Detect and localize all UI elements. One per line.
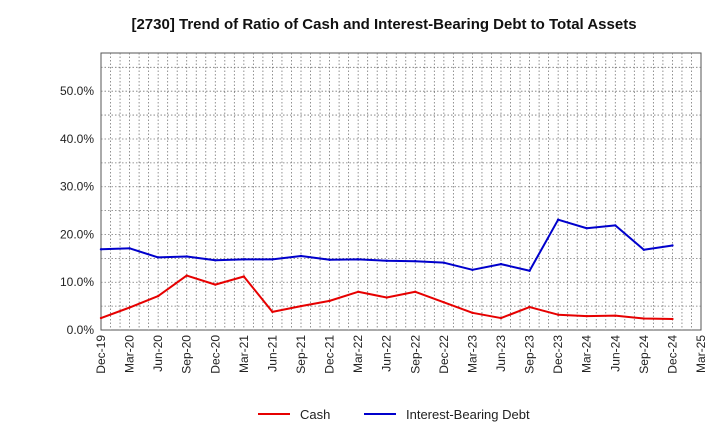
data-point-interest-bearing-debt — [642, 248, 646, 251]
x-tick-label: Jun-24 — [608, 335, 622, 372]
x-tick-label: Mar-25 — [694, 335, 708, 373]
x-tick-label: Sep-24 — [637, 335, 651, 374]
x-tick-label: Dec-21 — [323, 335, 337, 374]
chart-title: [2730] Trend of Ratio of Cash and Intere… — [131, 16, 636, 33]
data-point-cash — [528, 305, 531, 309]
data-point-interest-bearing-debt — [385, 259, 388, 262]
data-point-interest-bearing-debt — [528, 269, 531, 272]
legend-label-cash: Cash — [300, 407, 330, 422]
data-point-interest-bearing-debt — [471, 268, 474, 272]
data-point-interest-bearing-debt — [614, 224, 617, 227]
data-point-cash — [585, 314, 588, 318]
x-tick-label: Dec-20 — [208, 335, 222, 374]
data-point-interest-bearing-debt — [328, 258, 331, 261]
data-point-cash — [242, 275, 246, 278]
x-tick-label: Mar-21 — [237, 335, 251, 373]
y-tick-label: 0.0% — [67, 323, 95, 337]
data-point-cash — [328, 299, 331, 303]
data-point-interest-bearing-debt — [556, 218, 560, 221]
data-point-cash — [499, 316, 503, 320]
y-tick-label: 30.0% — [60, 180, 94, 194]
data-point-interest-bearing-debt — [128, 247, 131, 250]
data-point-cash — [414, 290, 417, 293]
x-tick-label: Mar-23 — [465, 335, 479, 373]
data-point-cash — [214, 283, 217, 286]
data-point-cash — [614, 314, 617, 317]
data-point-interest-bearing-debt — [499, 262, 503, 266]
data-point-interest-bearing-debt — [671, 244, 674, 247]
data-point-cash — [385, 296, 388, 299]
x-tick-label: Sep-23 — [523, 335, 537, 374]
data-point-interest-bearing-debt — [185, 255, 188, 258]
x-tick-label: Mar-22 — [351, 335, 365, 373]
y-tick-label: 20.0% — [60, 227, 94, 241]
x-tick-label: Sep-21 — [294, 335, 308, 374]
x-tick-label: Dec-24 — [665, 335, 679, 374]
x-tick-label: Dec-23 — [551, 335, 565, 374]
data-point-interest-bearing-debt — [242, 258, 246, 261]
legend: Cash Interest-Bearing Debt — [258, 407, 530, 422]
data-point-interest-bearing-debt — [271, 258, 274, 261]
data-point-cash — [99, 316, 103, 320]
plot-area — [100, 52, 702, 331]
data-point-cash — [299, 304, 303, 308]
data-point-cash — [128, 306, 131, 309]
data-point-interest-bearing-debt — [214, 259, 217, 262]
data-point-cash — [185, 274, 188, 277]
x-tick-label: Jun-23 — [494, 335, 508, 372]
data-point-cash — [642, 317, 646, 320]
x-tick-label: Dec-19 — [94, 335, 108, 374]
gridlines — [101, 53, 701, 330]
data-point-interest-bearing-debt — [99, 248, 103, 251]
x-tick-label: Jun-21 — [265, 335, 279, 372]
data-point-cash — [671, 317, 674, 321]
data-point-cash — [356, 290, 360, 293]
x-tick-label: Sep-20 — [180, 335, 194, 374]
data-point-interest-bearing-debt — [299, 254, 303, 258]
data-point-cash — [271, 310, 274, 314]
data-point-cash — [156, 294, 160, 298]
data-point-cash — [556, 313, 560, 316]
y-tick-label: 50.0% — [60, 84, 94, 98]
data-point-cash — [471, 311, 474, 315]
series-layer — [99, 218, 674, 321]
data-point-interest-bearing-debt — [585, 227, 588, 230]
data-point-interest-bearing-debt — [356, 258, 360, 261]
x-tick-label: Mar-24 — [580, 335, 594, 373]
data-point-interest-bearing-debt — [442, 261, 446, 264]
y-tick-label: 40.0% — [60, 132, 94, 146]
y-axis-tick-labels: 0.0% 10.0% 20.0% 30.0% 40.0% 50.0% — [60, 84, 94, 337]
data-point-interest-bearing-debt — [414, 260, 417, 263]
x-tick-label: Dec-22 — [437, 335, 451, 374]
x-tick-label: Jun-22 — [380, 335, 394, 372]
x-tick-label: Mar-20 — [123, 335, 137, 373]
x-tick-label: Jun-20 — [151, 335, 165, 372]
data-point-cash — [442, 301, 446, 304]
data-point-interest-bearing-debt — [156, 256, 160, 259]
y-tick-label: 10.0% — [60, 275, 94, 289]
legend-label-interest-bearing-debt: Interest-Bearing Debt — [406, 407, 530, 422]
x-axis-tick-labels: Dec-19 Mar-20 Jun-20 Sep-20 Dec-20 Mar-21 Jun-… — [94, 335, 708, 374]
x-tick-label: Sep-22 — [408, 335, 422, 374]
